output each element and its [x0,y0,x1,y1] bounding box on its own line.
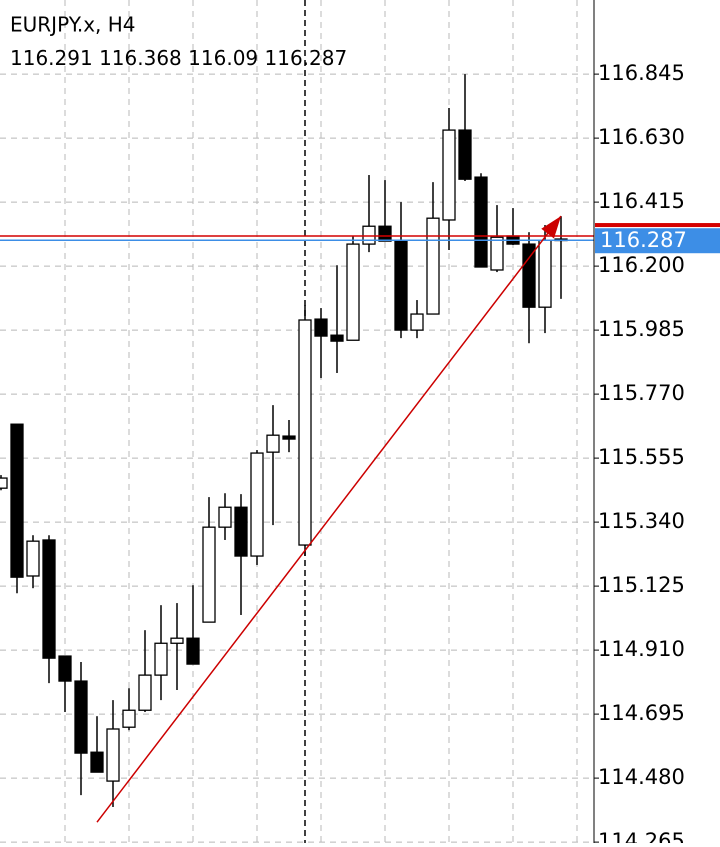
ohlc-header: 116.291 116.368 116.09 116.287 [10,46,347,70]
candle-body [250,452,264,557]
symbol-title: EURJPY.x, H4 [10,13,136,37]
candle-body [106,728,120,782]
candle-body [186,637,200,665]
y-tick-label: 114.910 [598,637,685,661]
candle-body [42,539,56,659]
candle-body [330,334,344,342]
ask-marker [595,223,720,228]
y-tick-label: 116.845 [598,61,685,85]
y-tick-label: 114.480 [598,765,685,789]
y-tick-label: 115.125 [598,573,685,597]
candle-body [58,655,72,682]
y-tick-label: 115.340 [598,509,685,533]
candle-body [74,680,88,754]
candle-body [410,313,424,331]
candle-body [394,240,408,331]
candle-body [442,129,456,221]
candle-body [234,506,248,557]
y-tick-label: 115.555 [598,445,685,469]
y-tick-label: 116.415 [598,189,685,213]
candle-body [458,129,472,180]
plot [0,74,594,823]
price-axis: 116.845 116.630 116.415 116.200 115.985 115.7… [594,61,720,847]
trendline [96,215,562,823]
trendline-arrowhead [541,216,561,239]
candle-body [26,540,40,577]
y-tick-label: 116.200 [598,253,685,277]
candle-body [426,217,440,315]
y-tick-label: 115.985 [598,317,685,341]
candle-body [202,526,216,623]
ohlc-open: 116.291 [10,46,93,70]
candle-body [154,642,168,676]
candle-body [298,319,312,546]
candle-body [122,709,136,728]
candle-body [490,236,504,271]
bid-label: 116.287 [600,228,687,252]
grid [0,0,594,843]
ohlc-high: 116.368 [99,46,182,70]
candle-body [314,318,328,337]
candle-body [10,423,24,578]
y-tick-label: 115.770 [598,381,685,405]
candle-body [0,477,8,489]
candle-body [138,674,152,711]
candle-body [346,243,360,341]
ohlc-close: 116.287 [265,46,348,70]
candle-body [266,434,280,453]
candle-body [474,176,488,268]
candle-body [362,225,376,245]
ohlc-low: 116.09 [188,46,258,70]
candle-body [170,637,184,644]
candle-body [90,751,104,773]
y-tick-label: 114.265 [598,829,685,843]
candle-body [378,225,392,242]
y-tick-label: 114.695 [598,701,685,725]
bid-label-box [595,228,720,254]
y-tick-label: 116.630 [598,125,685,149]
candle-body [522,243,536,308]
candle-body [538,239,552,308]
candle-body [282,435,296,440]
candle-body [218,506,232,528]
